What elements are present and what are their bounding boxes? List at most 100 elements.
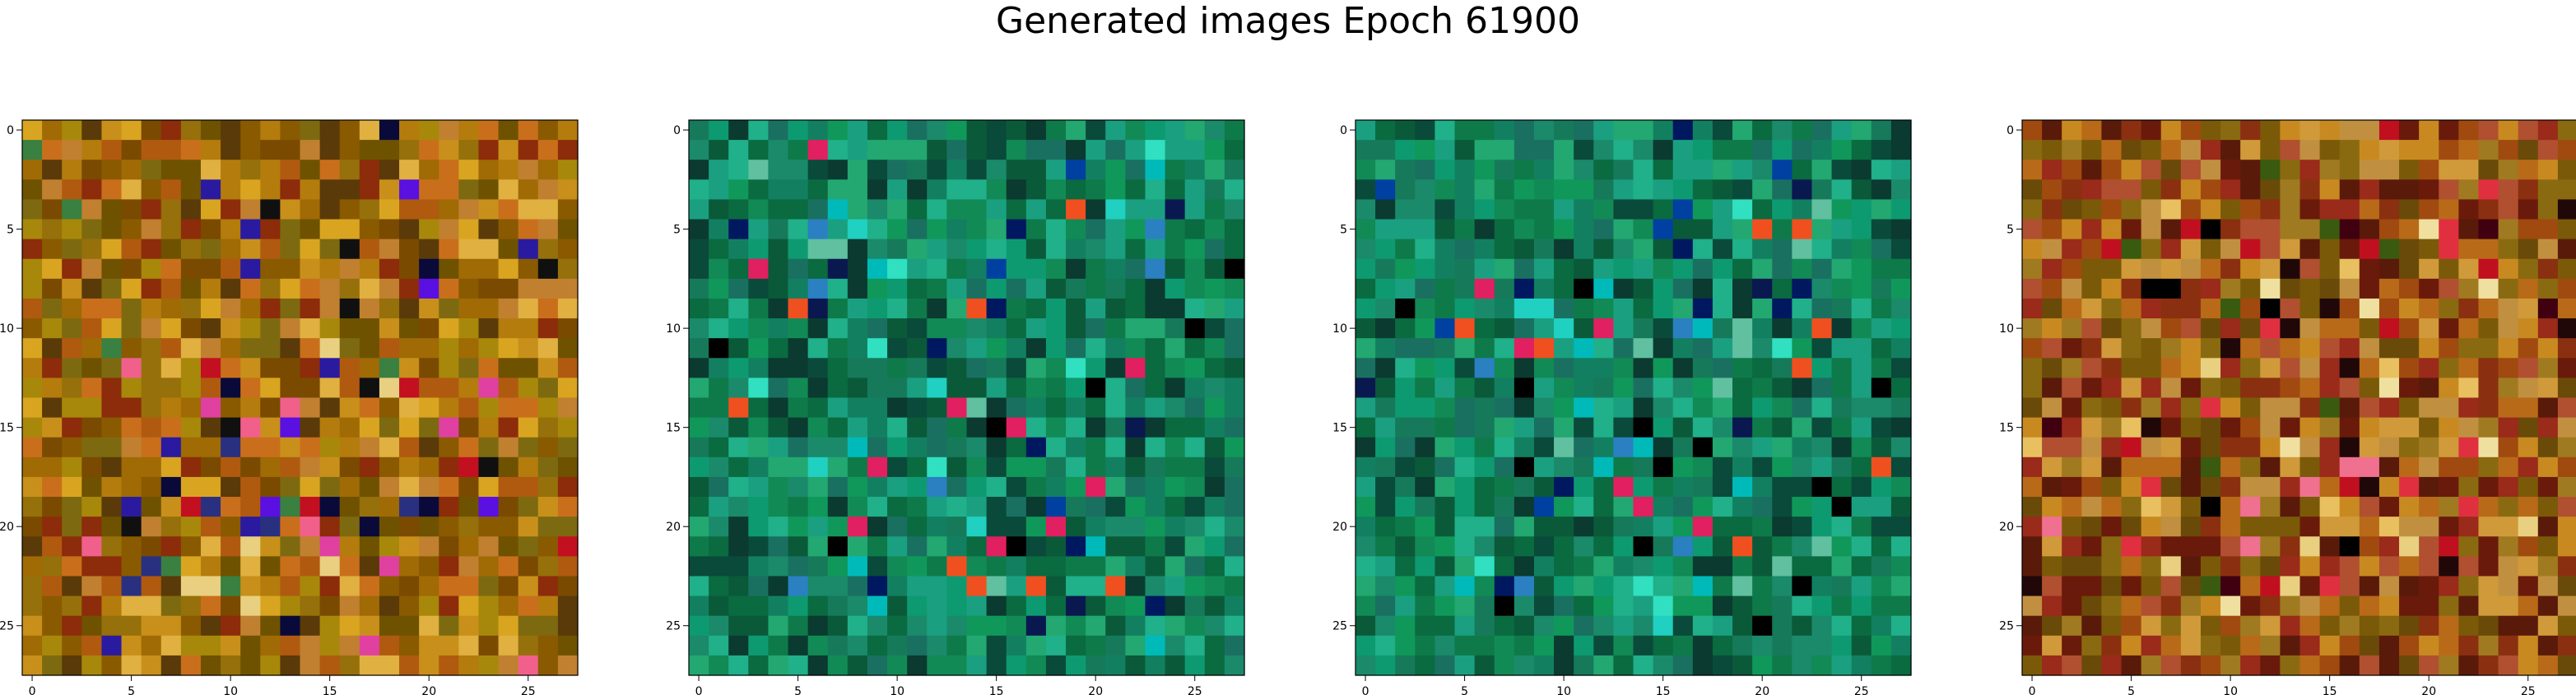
- pixel-cell: [379, 417, 400, 438]
- y-tick-label: 25: [666, 620, 681, 633]
- pixel-cell: [1554, 517, 1574, 537]
- pixel-cell: [240, 278, 261, 299]
- pixel-cell: [2299, 635, 2321, 656]
- pixel-cell: [689, 456, 709, 478]
- pixel-cell: [2537, 219, 2559, 240]
- pixel-cell: [1454, 536, 1476, 557]
- pixel-cell: [1395, 417, 1416, 438]
- pixel-cell: [121, 239, 142, 260]
- pixel-cell: [62, 338, 82, 359]
- pixel-cell: [1395, 655, 1416, 676]
- pixel-cell: [887, 497, 908, 517]
- pixel-cell: [867, 397, 888, 419]
- pixel-cell: [927, 219, 947, 240]
- pixel-cell: [1574, 140, 1594, 160]
- pixel-cell: [1165, 517, 1186, 537]
- pixel-cell: [2339, 160, 2360, 180]
- pixel-cell: [1045, 517, 1067, 537]
- pixel-cell: [1772, 338, 1793, 359]
- y-tick-label: 25: [1332, 620, 1347, 633]
- pixel-cell: [42, 536, 63, 557]
- pixel-cell: [300, 258, 321, 280]
- pixel-cell: [200, 417, 221, 438]
- pixel-cell: [399, 338, 420, 359]
- pixel-cell: [1871, 239, 1892, 260]
- pixel-cell: [1613, 595, 1634, 617]
- pixel-cell: [1165, 160, 1186, 180]
- pixel-cell: [121, 595, 142, 617]
- pixel-cell: [1224, 595, 1245, 617]
- pixel-cell: [458, 556, 480, 577]
- pixel-cell: [1871, 140, 1892, 160]
- pixel-cell: [2260, 179, 2281, 201]
- pixel-cell: [986, 378, 1007, 399]
- pixel-cell: [946, 476, 968, 498]
- pixel-cell: [379, 318, 400, 339]
- pixel-cell: [101, 160, 123, 180]
- pixel-cell: [1204, 635, 1225, 656]
- pixel-cell: [141, 615, 162, 637]
- pixel-cell: [1395, 635, 1416, 656]
- pixel-cell: [1514, 437, 1535, 458]
- pixel-cell: [1434, 120, 1456, 141]
- pixel-cell: [1204, 338, 1225, 359]
- pixel-cell: [419, 120, 439, 141]
- pixel-cell: [689, 576, 709, 597]
- pixel-cell: [2458, 338, 2480, 359]
- pixel-cell: [827, 120, 849, 141]
- pixel-cell: [788, 655, 809, 676]
- pixel-cell: [2419, 140, 2439, 160]
- pixel-cell: [1851, 298, 1872, 319]
- pixel-cell: [2240, 556, 2261, 577]
- pixel-cell: [1871, 338, 1892, 359]
- pixel-cell: [1593, 437, 1614, 458]
- pixel-cell: [280, 476, 301, 498]
- pixel-cell: [260, 595, 281, 617]
- pixel-cell: [1025, 397, 1047, 419]
- pixel-cell: [2339, 456, 2360, 478]
- pixel-cell: [1533, 160, 1555, 180]
- x-tick-label: 5: [794, 685, 802, 695]
- pixel-cell: [2042, 140, 2062, 160]
- pixel-cell: [2419, 219, 2439, 240]
- pixel-cell: [2378, 635, 2400, 656]
- pixel-cell: [22, 615, 43, 637]
- pixel-cell: [1633, 635, 1654, 656]
- pixel-cell: [2498, 397, 2519, 419]
- pixel-cell: [1792, 120, 1813, 141]
- pixel-cell: [240, 556, 261, 577]
- pixel-cell: [2498, 556, 2519, 577]
- pixel-cell: [439, 378, 459, 399]
- pixel-cell: [748, 298, 770, 319]
- pixel-cell: [2359, 437, 2380, 458]
- pixel-cell: [1395, 298, 1416, 319]
- pixel-cell: [2101, 378, 2123, 399]
- pixel-cell: [458, 378, 480, 399]
- pixel-cell: [1851, 199, 1872, 220]
- pixel-cell: [1125, 397, 1146, 419]
- pixel-cell: [2537, 615, 2559, 637]
- pixel-cell: [2160, 417, 2182, 438]
- pixel-cell: [319, 417, 341, 438]
- pixel-cell: [927, 179, 947, 201]
- pixel-cell: [946, 655, 968, 676]
- pixel-cell: [1772, 298, 1793, 319]
- pixel-cell: [2458, 278, 2480, 299]
- x-tick-label: 10: [2223, 685, 2238, 695]
- pixel-cell: [2537, 318, 2559, 339]
- pixel-cell: [1125, 278, 1146, 299]
- pixel-cell: [1415, 120, 1436, 141]
- pixel-cell: [1692, 476, 1713, 498]
- pixel-cell: [728, 140, 749, 160]
- pixel-cell: [2062, 556, 2082, 577]
- pixel-cell: [439, 615, 459, 637]
- pixel-cell: [101, 437, 123, 458]
- pixel-cell: [1454, 338, 1476, 359]
- pixel-cell: [986, 576, 1007, 597]
- pixel-cell: [1204, 615, 1225, 637]
- pixel-cell: [1494, 219, 1515, 240]
- pixel-cell: [221, 615, 241, 637]
- pixel-cell: [101, 120, 123, 141]
- x-tick-label: 20: [1755, 685, 1769, 695]
